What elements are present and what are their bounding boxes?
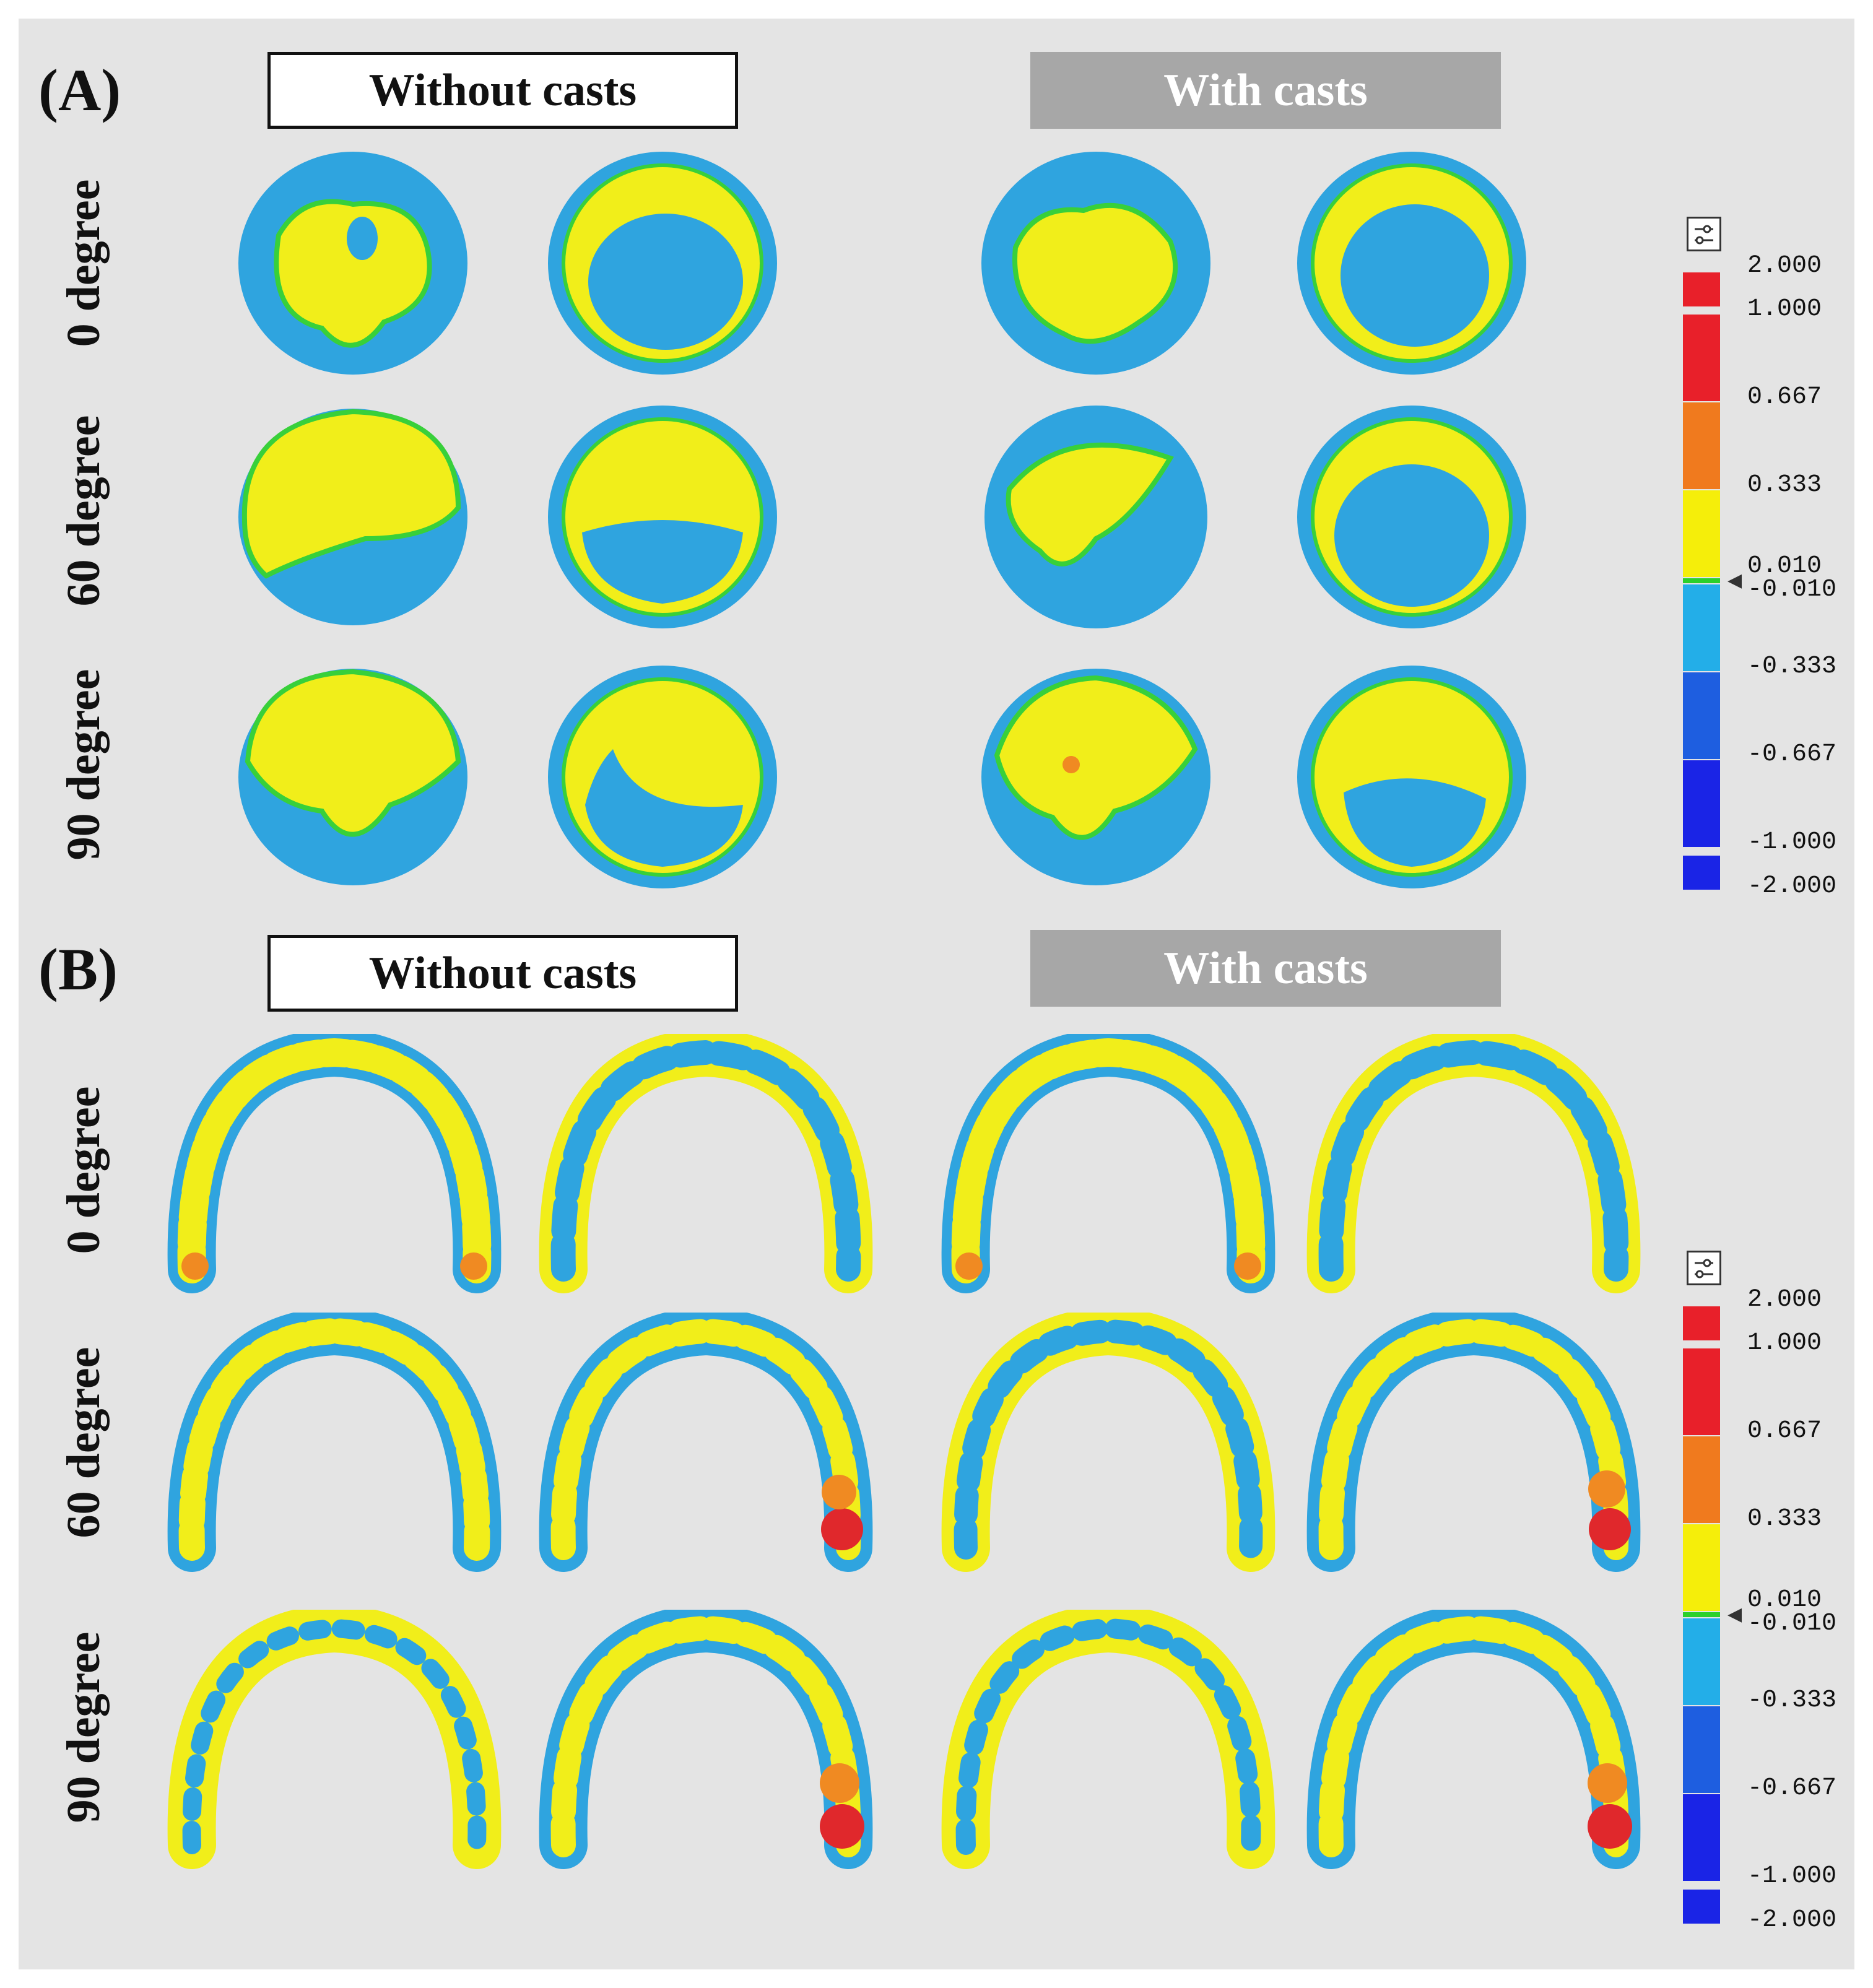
arch-inner-cast-0deg [1306,1034,1641,1293]
crown-inner-cast-0deg [1297,152,1526,375]
crown-outer-cast-90deg [981,669,1210,885]
arch-inner-nocast-0deg [539,1034,873,1293]
row-label-a-60: 60 degree [57,415,110,607]
arch-inner-cast-60deg [1306,1313,1641,1572]
header-with-casts-a: With casts [1030,52,1501,129]
header-without-casts-a: Without casts [267,52,738,129]
legend-band-green [1683,1612,1720,1617]
legend-tick: -0.667 [1747,740,1837,768]
figure: (A) Without casts With casts 0 degree 60… [19,19,1854,1969]
legend-tick: -2.000 [1747,872,1837,900]
legend-band-midblue [1683,1706,1720,1793]
legend-tick: -0.333 [1747,1686,1837,1714]
pointer-marker-icon: ◀ [1727,1604,1742,1625]
legend-band-red-top [1683,1306,1720,1340]
pointer-marker-icon: ◀ [1727,570,1742,591]
settings-slider-icon[interactable] [1687,1251,1721,1285]
row-label-b-60: 60 degree [57,1347,110,1539]
crown-inner-cast-90deg [1297,666,1526,888]
legend-band-midblue [1683,672,1720,759]
header-with-casts-b: With casts [1030,930,1501,1007]
arch-outer-cast-60deg [941,1313,1275,1572]
legend-tick: -2.000 [1747,1906,1837,1934]
legend-tick: -1.000 [1747,1862,1837,1890]
row-label-b-0: 0 degree [57,1086,110,1254]
legend-band-blue [1683,760,1720,847]
row-label-a-90: 90 degree [57,669,110,861]
panel-label-a: (A) [38,57,121,123]
crown-inner-nocast-0deg [548,152,777,375]
legend-tick: 2.000 [1747,252,1822,280]
arch-inner-nocast-60deg [539,1313,873,1572]
legend-band-orange [1683,402,1720,489]
crown-inner-nocast-90deg [548,666,777,888]
arch-inner-nocast-90deg [539,1610,873,1869]
crown-inner-nocast-60deg [548,406,777,628]
legend-tick: 0.010 [1747,552,1822,580]
legend-tick: 0.010 [1747,1586,1822,1614]
crown-outer-cast-0deg [981,152,1210,375]
crown-outer-nocast-0deg [238,152,467,375]
crown-inner-cast-60deg [1297,406,1526,628]
legend-band-blue-bottom [1683,856,1720,890]
panel-label-b: (B) [38,936,118,1002]
legend-tick: 0.333 [1747,471,1822,499]
legend-band-lightblue [1683,584,1720,671]
legend-tick: 1.000 [1747,295,1822,323]
header-without-casts-b: Without casts [267,935,738,1012]
legend-tick: -0.667 [1747,1774,1837,1802]
row-label-a-0: 0 degree [57,179,110,347]
arch-outer-cast-90deg [941,1610,1275,1869]
arch-outer-nocast-90deg [167,1610,502,1869]
color-legend-a: ◀ 2.000 1.000 0.667 0.333 0.010 -0.010 -… [1678,217,1839,910]
legend-band-green [1683,578,1720,583]
legend-band-red [1683,315,1720,401]
legend-band-yellow [1683,1524,1720,1611]
row-label-b-90: 90 degree [57,1631,110,1823]
legend-band-orange [1683,1436,1720,1523]
legend-tick: 2.000 [1747,1286,1822,1314]
legend-tick: 0.667 [1747,383,1822,411]
legend-band-red [1683,1348,1720,1435]
legend-band-yellow [1683,490,1720,577]
legend-tick: -0.010 [1747,1610,1837,1638]
arch-inner-cast-90deg [1306,1610,1641,1869]
crown-outer-nocast-60deg [238,409,467,625]
legend-band-blue-bottom [1683,1890,1720,1924]
settings-slider-icon[interactable] [1687,217,1721,251]
legend-band-blue [1683,1794,1720,1881]
arch-outer-nocast-0deg [167,1034,502,1293]
legend-tick: -0.333 [1747,653,1837,680]
legend-tick: -1.000 [1747,828,1837,856]
arch-outer-nocast-60deg [167,1313,502,1572]
legend-tick: 0.333 [1747,1505,1822,1533]
legend-tick: 1.000 [1747,1329,1822,1357]
color-legend-b: ◀ 2.000 1.000 0.667 0.333 0.010 -0.010 -… [1678,1251,1839,1944]
legend-tick: -0.010 [1747,576,1837,604]
crown-outer-nocast-90deg [238,669,467,885]
arch-outer-cast-0deg [941,1034,1275,1293]
legend-band-red-top [1683,272,1720,306]
crown-outer-cast-60deg [984,406,1207,628]
legend-band-lightblue [1683,1618,1720,1705]
legend-tick: 0.667 [1747,1417,1822,1445]
